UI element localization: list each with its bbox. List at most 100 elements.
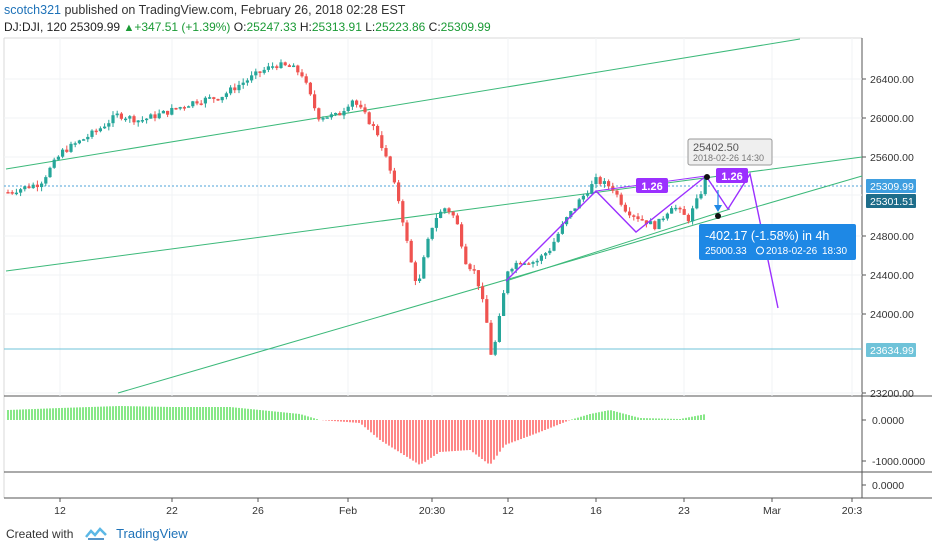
- candle-body: [703, 176, 707, 195]
- candle-body: [65, 149, 69, 152]
- candle-body: [40, 183, 44, 188]
- close-value: 25309.99: [440, 20, 491, 34]
- ratio-label-bg: [636, 178, 668, 193]
- candle-body: [653, 221, 657, 230]
- candle-body: [384, 148, 388, 157]
- harmonic-pattern[interactable]: 1.26 1.26: [505, 168, 779, 309]
- measure-change: -402.17 (-1.58%) in 4h: [705, 229, 829, 243]
- time-tick-label: Mar: [763, 505, 782, 517]
- price-marker-box: [687, 138, 773, 166]
- ratio-label: 1.26: [641, 181, 662, 193]
- measure-time: 18:30: [822, 246, 847, 257]
- close-label: C:: [428, 20, 441, 34]
- candle-body: [208, 97, 212, 99]
- candle-body: [636, 216, 640, 220]
- price-axis[interactable]: 26400.00 26000.00 25600.00 24800.00 24400.00…: [862, 74, 925, 492]
- clock-icon: [756, 246, 764, 255]
- candle-body: [220, 96, 224, 101]
- candle-body: [506, 271, 510, 294]
- candle-body: [275, 66, 279, 69]
- footer: Created with TradingView: [6, 526, 188, 541]
- price-marker-date: 2018-02-26 14:30: [693, 153, 764, 163]
- candle-body: [153, 114, 157, 119]
- candle-body: [527, 263, 531, 265]
- candle-body: [586, 193, 590, 196]
- candle-body: [52, 159, 56, 168]
- support-price-badge-bg: [866, 343, 916, 357]
- level-price-badge: 25301.51: [870, 196, 914, 208]
- candle-body: [577, 199, 581, 209]
- ohlc-line: DJ:DJI, 120 25309.99 ▲+347.51 (+1.39%) O…: [4, 19, 491, 35]
- candle-body: [14, 192, 18, 195]
- candle-body: [178, 107, 182, 109]
- candle-body: [455, 215, 459, 225]
- symbol-label[interactable]: DJ:DJI, 120: [4, 20, 67, 34]
- candle-body: [443, 208, 447, 212]
- chart-frame: [3, 37, 932, 499]
- candle-body: [103, 126, 107, 129]
- time-tick-label: Feb: [339, 505, 357, 517]
- time-axis[interactable]: 12 22 26 Feb 20:30 12 16 23 Mar 20:3: [54, 498, 862, 517]
- candle-body: [481, 286, 485, 300]
- candle-body: [573, 208, 577, 212]
- candle-body: [380, 135, 384, 149]
- candle-body: [485, 299, 489, 323]
- price-tick-label: 24000.00: [870, 309, 914, 321]
- tradingview-brand-link[interactable]: TradingView: [116, 526, 188, 541]
- candle-body: [472, 269, 476, 271]
- up-arrow-icon: ▲: [123, 22, 135, 34]
- candle-body: [136, 120, 140, 123]
- candle-body: [98, 128, 102, 132]
- candle-body: [271, 66, 275, 68]
- candle-body: [119, 113, 123, 119]
- open-value: 25247.33: [246, 20, 297, 34]
- candle-body: [359, 104, 363, 108]
- candle-body: [544, 253, 548, 256]
- candle-body: [649, 221, 653, 225]
- time-tick-label: 12: [54, 505, 66, 517]
- measure-date: 2018-02-26: [766, 246, 818, 257]
- candle-body: [418, 278, 422, 282]
- candle-body: [254, 71, 258, 76]
- candle-body: [77, 140, 81, 144]
- candlestick-series: [6, 59, 707, 357]
- candle-body: [695, 198, 699, 209]
- candle-body: [69, 143, 73, 152]
- candle-body: [216, 98, 220, 101]
- candle-body: [686, 214, 690, 222]
- time-tick-label: 23: [678, 505, 690, 517]
- candle-body: [334, 112, 338, 115]
- trendlines[interactable]: [5, 38, 863, 394]
- candle-body: [439, 211, 443, 219]
- candle-body: [598, 177, 602, 184]
- candle-body: [514, 262, 518, 269]
- trendline: [5, 38, 801, 170]
- price-tick-label: 24800.00: [870, 231, 914, 243]
- candle-body: [594, 177, 598, 185]
- candle-body: [460, 224, 464, 247]
- time-tick-label: 16: [590, 505, 602, 517]
- low-value: 25223.86: [375, 20, 426, 34]
- candle-body: [363, 107, 367, 113]
- candle-body: [615, 190, 619, 195]
- candle-body: [670, 208, 674, 214]
- candle-body: [476, 270, 480, 287]
- ratio-label-bg: [716, 168, 748, 183]
- candle-body: [262, 69, 266, 73]
- published-text: published on TradingView.com, February 2…: [64, 3, 406, 17]
- candle-body: [518, 262, 522, 265]
- author-link[interactable]: scotch321: [4, 3, 61, 17]
- high-value: 25313.91: [311, 20, 362, 34]
- candle-body: [581, 195, 585, 200]
- candle-body: [317, 108, 321, 120]
- marker-dot: [704, 174, 710, 180]
- candle-body: [44, 177, 48, 184]
- candle-body: [422, 257, 426, 279]
- candle-body: [493, 341, 497, 355]
- price-tick-label: 25600.00: [870, 152, 914, 164]
- candle-body: [678, 207, 682, 210]
- candle-body: [166, 110, 170, 115]
- candle-body: [287, 65, 291, 67]
